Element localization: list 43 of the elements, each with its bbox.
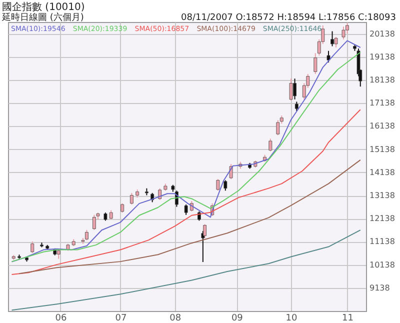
candlestick bbox=[268, 138, 272, 152]
x-tick-label: 08 bbox=[170, 314, 182, 323]
line-series bbox=[11, 230, 361, 311]
candlestick bbox=[120, 202, 124, 214]
candlestick bbox=[92, 214, 96, 230]
candlestick bbox=[184, 204, 188, 216]
y-tick-label: 19138 bbox=[370, 52, 395, 62]
y-tick-label: 12138 bbox=[370, 214, 395, 224]
candlestick bbox=[289, 78, 293, 102]
candlestick bbox=[85, 229, 88, 241]
candlestick bbox=[109, 210, 113, 220]
candlestick bbox=[276, 120, 280, 136]
annotation: 08/11/2007 O:18572 H:18594 L:17856 C:18093 bbox=[181, 13, 396, 23]
y-tick-label: 11138 bbox=[370, 237, 395, 246]
candlestick bbox=[334, 36, 338, 48]
candlestick bbox=[203, 224, 207, 238]
candlestick bbox=[326, 50, 330, 63]
y-tick-label: 16138 bbox=[370, 122, 395, 131]
y-tick-label: 20138 bbox=[370, 29, 395, 38]
y-tick-label: 9138 bbox=[370, 283, 390, 292]
y-tick-label: 15138 bbox=[370, 144, 395, 154]
y-tick-label: 18138 bbox=[370, 76, 395, 85]
chart-title: 國企指數 (10010) bbox=[2, 1, 85, 13]
candlestick bbox=[30, 240, 34, 254]
x-tick-label: 09 bbox=[231, 314, 244, 323]
x-tick-label: 07 bbox=[115, 314, 127, 323]
candlestick bbox=[342, 26, 346, 40]
y-tick-label: 13138 bbox=[370, 191, 395, 200]
y-tick-label: 14138 bbox=[370, 168, 395, 177]
candlestick bbox=[293, 78, 296, 100]
candlestick bbox=[216, 178, 220, 192]
y-tick-label: 10138 bbox=[370, 260, 395, 270]
x-tick-label: 10 bbox=[286, 314, 298, 323]
chart-subtitle: 延時日線圖 (六個月) bbox=[1, 12, 84, 23]
candlestick bbox=[130, 192, 134, 205]
line-series bbox=[18, 159, 361, 274]
y-tick-label: 17138 bbox=[370, 98, 395, 108]
candlestick bbox=[294, 101, 298, 112]
x-tick-label: 11 bbox=[342, 314, 354, 323]
line-series bbox=[11, 109, 361, 275]
candlestick bbox=[224, 180, 228, 192]
x-tick-label: 06 bbox=[55, 314, 67, 323]
candlestick bbox=[330, 30, 334, 47]
